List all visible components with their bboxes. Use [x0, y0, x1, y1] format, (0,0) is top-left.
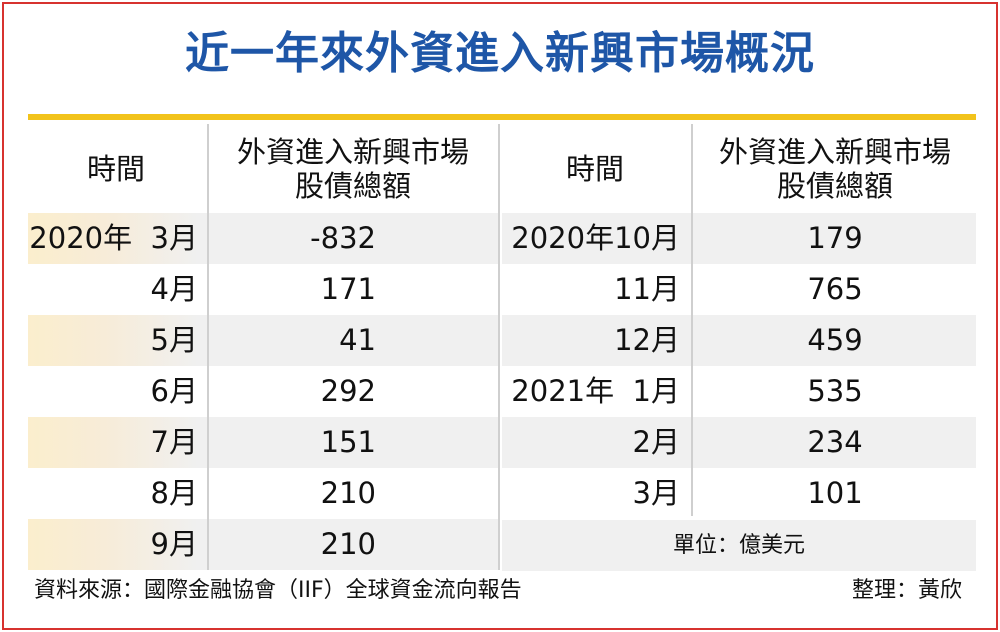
row-value: 179 — [807, 221, 863, 255]
row-time: 2020年10月 — [511, 221, 680, 255]
column-divider — [691, 124, 693, 516]
row-time: 5月 — [28, 315, 198, 366]
row-value: 234 — [807, 425, 863, 459]
row-time: 3月 — [632, 476, 680, 510]
row-value: 101 — [807, 476, 863, 510]
row-value: 210 — [320, 476, 376, 510]
row-value: 171 — [320, 272, 376, 306]
row-time: 6月 — [150, 374, 198, 408]
row-time: 2021年 1月 — [511, 374, 680, 408]
source-note: 資料來源：國際金融協會（IIF）全球資金流向報告 — [34, 578, 522, 603]
table-row: 7月 151 — [28, 417, 498, 468]
table-row: 3月 101 — [502, 468, 976, 519]
table-row: 8月 210 — [28, 468, 498, 519]
row-time: 8月 — [150, 476, 198, 510]
table-row: 11月 765 — [502, 264, 976, 315]
table-row: 6月 292 — [28, 366, 498, 417]
table-row: 4月 171 — [28, 264, 498, 315]
row-value: 292 — [320, 374, 376, 408]
row-value: -832 — [310, 221, 376, 255]
column-divider — [207, 124, 209, 570]
row-time: 7月 — [28, 417, 198, 468]
title-divider — [28, 114, 976, 120]
table-row: 2月 234 — [502, 417, 976, 468]
row-time: 11月 — [614, 272, 680, 306]
row-time: 12月 — [614, 323, 680, 357]
right-header-amount: 外資進入新興市場 股債總額 — [718, 135, 951, 203]
right-header-time: 時間 — [565, 152, 624, 186]
row-value: 210 — [320, 527, 376, 561]
center-divider — [498, 124, 500, 570]
credit-note: 整理：黃欣 — [851, 578, 962, 603]
table-row: 2021年 1月 535 — [502, 366, 976, 417]
left-header-time: 時間 — [86, 152, 145, 186]
row-time: 2020年 3月 — [28, 213, 198, 264]
table-row: 9月 210 — [28, 519, 498, 570]
row-time: 2月 — [632, 425, 680, 459]
row-value: 41 — [339, 323, 376, 357]
row-value: 535 — [807, 374, 863, 408]
left-header-amount: 外資進入新興市場 股債總額 — [236, 135, 469, 203]
row-value: 459 — [807, 323, 863, 357]
table-row: 2020年 3月 -832 — [28, 213, 498, 264]
table-row: 5月 41 — [28, 315, 498, 366]
row-time: 4月 — [150, 272, 198, 306]
table-row: 12月 459 — [502, 315, 976, 366]
row-time: 9月 — [28, 519, 198, 570]
table-row: 2020年10月 179 — [502, 213, 976, 264]
page-title: 近一年來外資進入新興市場概況 — [185, 28, 815, 79]
unit-note: 單位：億美元 — [502, 520, 976, 571]
row-value: 765 — [807, 272, 863, 306]
row-value: 151 — [320, 425, 376, 459]
